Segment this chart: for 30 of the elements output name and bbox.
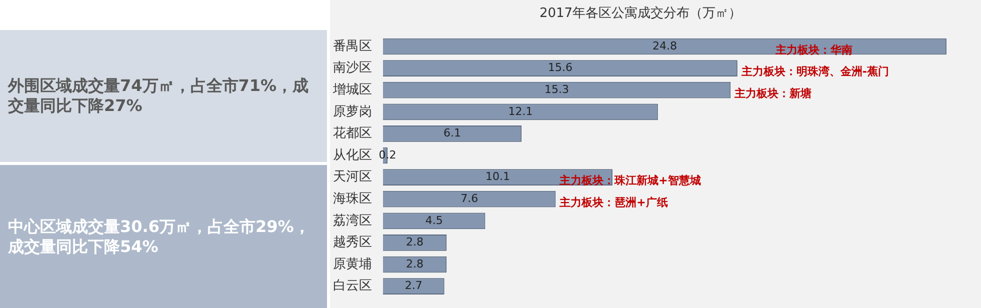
annotation: 主力板块：明珠湾、金洲-蕉门: [740, 65, 890, 78]
data-label: 12.1: [508, 104, 533, 118]
annotation: 主力板块：新塘: [734, 86, 812, 100]
data-label: 2.8: [406, 236, 424, 249]
data-label: 10.1: [485, 170, 510, 184]
data-label: 2.8: [406, 257, 424, 270]
y-tick-label: 从化区: [333, 148, 372, 163]
data-label: 24.8: [652, 39, 677, 52]
y-tick-label: 原黄埔: [333, 256, 372, 272]
y-tick-label: 原萝岗: [333, 104, 372, 120]
chart-title: 2017年各区公寓成交分布（万㎡）: [539, 5, 742, 22]
y-tick-label: 增城区: [332, 82, 372, 98]
y-tick-label: 海珠区: [333, 191, 372, 206]
data-label: 6.1: [444, 126, 462, 140]
data-label: 15.3: [544, 82, 570, 96]
annotation: 主力板块：琶洲+广纸: [558, 196, 668, 209]
y-tick-label: 番禺区: [333, 38, 372, 54]
y-tick-label: 荔湾区: [333, 212, 372, 228]
data-label: 2.7: [404, 279, 422, 292]
data-label: 7.6: [460, 192, 478, 205]
y-tick-label: 花都区: [333, 126, 372, 142]
y-tick-label: 南沙区: [333, 60, 372, 76]
y-tick-label: 白云区: [333, 278, 372, 294]
y-tick-label: 天河区: [333, 170, 372, 185]
data-label: 4.5: [425, 214, 443, 227]
data-label: 15.6: [548, 61, 572, 74]
text: 中心区域成交量30.6万㎡，占全市29%，成交量同比下降54%: [0, 165, 327, 308]
annotation: 主力板块：华南: [774, 43, 853, 56]
y-tick-label: 越秀区: [333, 235, 372, 250]
text: 外围区域成交量74万㎡，占全市71%，成交量同比下降27%: [0, 30, 327, 162]
